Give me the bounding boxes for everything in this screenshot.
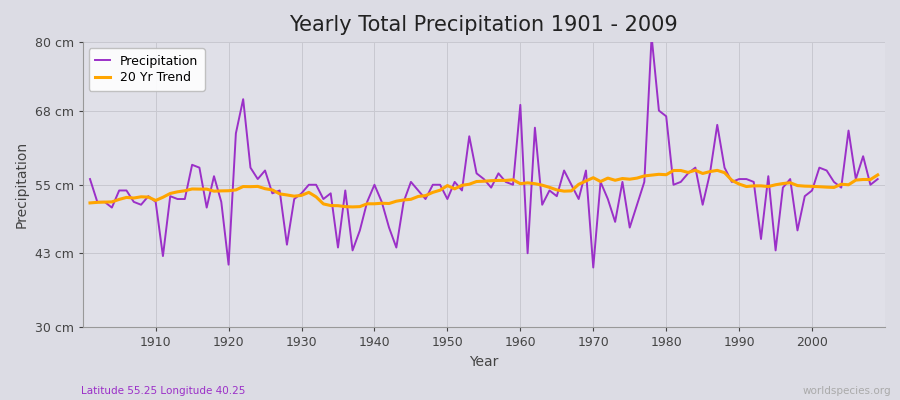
20 Yr Trend xyxy=(609,178,620,183)
20 Yr Trend xyxy=(690,168,701,173)
20 Yr Trend xyxy=(515,181,526,186)
Title: Yearly Total Precipitation 1901 - 2009: Yearly Total Precipitation 1901 - 2009 xyxy=(290,15,679,35)
20 Yr Trend xyxy=(522,180,533,185)
20 Yr Trend xyxy=(347,204,358,209)
Text: worldspecies.org: worldspecies.org xyxy=(803,386,891,396)
Precipitation xyxy=(872,177,883,182)
Line: 20 Yr Trend: 20 Yr Trend xyxy=(90,170,878,207)
Legend: Precipitation, 20 Yr Trend: Precipitation, 20 Yr Trend xyxy=(89,48,204,91)
20 Yr Trend xyxy=(872,172,883,177)
Precipitation xyxy=(609,220,620,224)
Precipitation xyxy=(85,177,95,182)
Text: Latitude 55.25 Longitude 40.25: Latitude 55.25 Longitude 40.25 xyxy=(81,386,246,396)
Precipitation xyxy=(508,182,518,187)
Precipitation xyxy=(588,265,598,270)
X-axis label: Year: Year xyxy=(469,355,499,369)
Precipitation xyxy=(347,248,358,253)
Line: Precipitation: Precipitation xyxy=(90,36,878,268)
Precipitation xyxy=(303,182,314,187)
20 Yr Trend xyxy=(303,190,314,195)
20 Yr Trend xyxy=(85,200,95,205)
Precipitation xyxy=(143,194,154,198)
20 Yr Trend xyxy=(143,195,154,200)
Y-axis label: Precipitation: Precipitation xyxy=(15,141,29,228)
Precipitation xyxy=(646,34,657,39)
20 Yr Trend xyxy=(355,204,365,209)
Precipitation xyxy=(515,102,526,107)
